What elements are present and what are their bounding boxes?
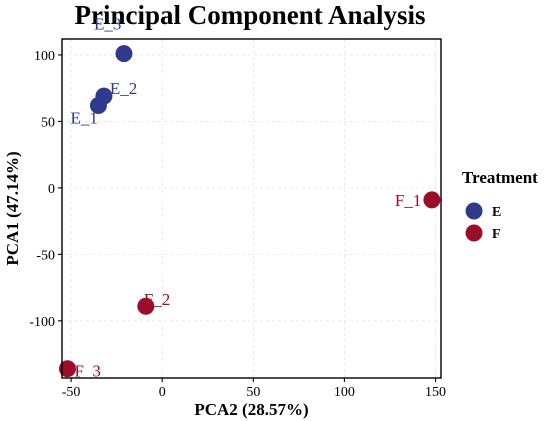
y-tick-label: 50 — [41, 115, 55, 130]
data-point-f-2 — [137, 297, 155, 315]
x-axis-title: PCA2 (28.57%) — [194, 400, 308, 419]
point-label: E_3 — [94, 15, 121, 34]
x-tick-label: 100 — [334, 385, 355, 400]
legend-label: F — [492, 227, 501, 242]
data-point-e-2 — [95, 87, 113, 105]
data-point-f-3 — [58, 360, 76, 378]
plot-panel — [61, 38, 442, 379]
y-axis: 100 50 0 -50 -100 — [29, 49, 62, 330]
legend-label: E — [492, 205, 501, 220]
chart-title: Principal Component Analysis — [74, 0, 425, 30]
y-tick-label: -100 — [29, 315, 55, 330]
data-point-e-3 — [115, 45, 133, 63]
legend-key-f — [465, 224, 483, 242]
data-point-f-1 — [423, 191, 441, 209]
x-tick-label: -50 — [62, 385, 81, 400]
point-label: E_2 — [110, 79, 137, 98]
y-tick-label: 100 — [34, 49, 55, 64]
data-points — [58, 45, 441, 378]
point-label: F_2 — [144, 290, 170, 309]
point-label: E_1 — [70, 108, 97, 127]
point-label: F_1 — [395, 191, 421, 210]
x-axis: -50 0 50 100 150 — [62, 378, 446, 400]
data-labels: E_1 E_2 E_3 F_1 F_2 F_3 — [70, 15, 421, 381]
y-tick-label: -50 — [36, 248, 55, 263]
y-axis-title: PCA1 (47.14%) — [3, 151, 22, 265]
y-tick-label: 0 — [48, 182, 55, 197]
point-label: F_3 — [74, 362, 100, 381]
x-tick-label: 150 — [425, 385, 446, 400]
x-tick-label: 0 — [159, 385, 166, 400]
x-tick-label: 50 — [246, 385, 260, 400]
legend-title: Treatment — [462, 168, 538, 187]
legend: Treatment EF — [462, 168, 538, 242]
legend-key-e — [465, 202, 483, 220]
grid — [62, 39, 441, 378]
